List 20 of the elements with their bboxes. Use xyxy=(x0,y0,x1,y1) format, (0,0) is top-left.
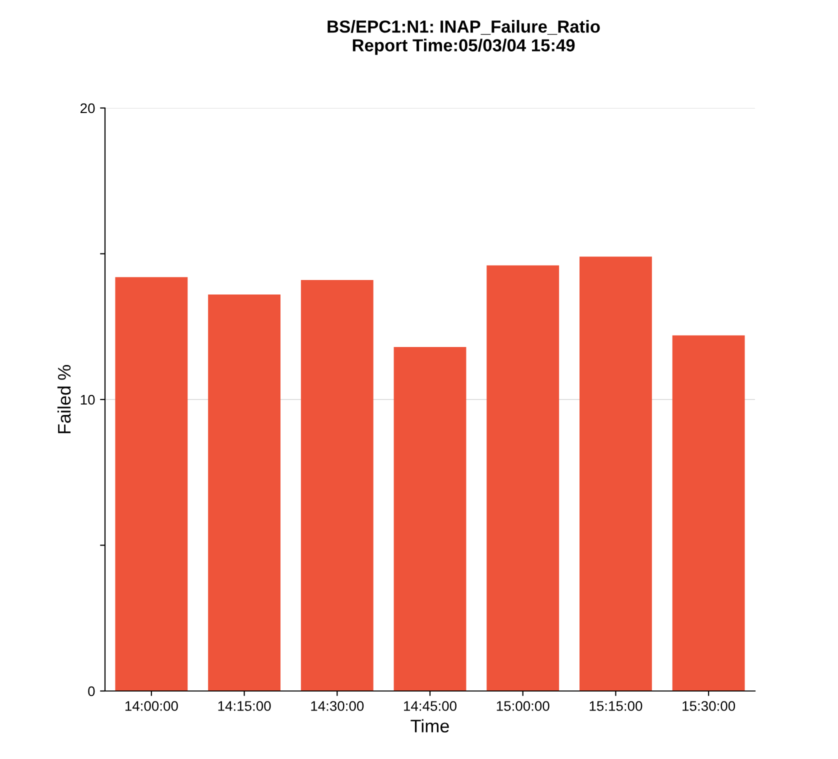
bar xyxy=(300,280,374,691)
bar xyxy=(486,265,560,691)
y-tick-label: 0 xyxy=(88,686,95,696)
x-tick-label: 14:15:00 xyxy=(218,701,271,711)
y-axis-title: Failed % xyxy=(57,365,71,434)
x-tick-label: 15:30:00 xyxy=(682,701,736,711)
bar xyxy=(208,294,280,691)
bar xyxy=(394,347,466,691)
bar xyxy=(115,277,188,691)
y-tick-label: 20 xyxy=(80,103,95,114)
chart-title: BS/EPC1:N1: INAP_Failure_Ratio Report Time:05/03/04 15:49 xyxy=(328,20,600,55)
bar xyxy=(672,335,745,691)
x-axis-title: Time xyxy=(410,719,449,732)
x-tick-label: 15:15:00 xyxy=(590,701,642,711)
x-tick-label: 15:00:00 xyxy=(496,701,550,711)
y-tick-label: 10 xyxy=(80,394,95,405)
bar xyxy=(580,256,652,691)
x-tick-label: 14:30:00 xyxy=(311,701,364,711)
x-tick-label: 14:00:00 xyxy=(125,701,178,711)
x-tick-label: 14:45:00 xyxy=(404,701,456,711)
